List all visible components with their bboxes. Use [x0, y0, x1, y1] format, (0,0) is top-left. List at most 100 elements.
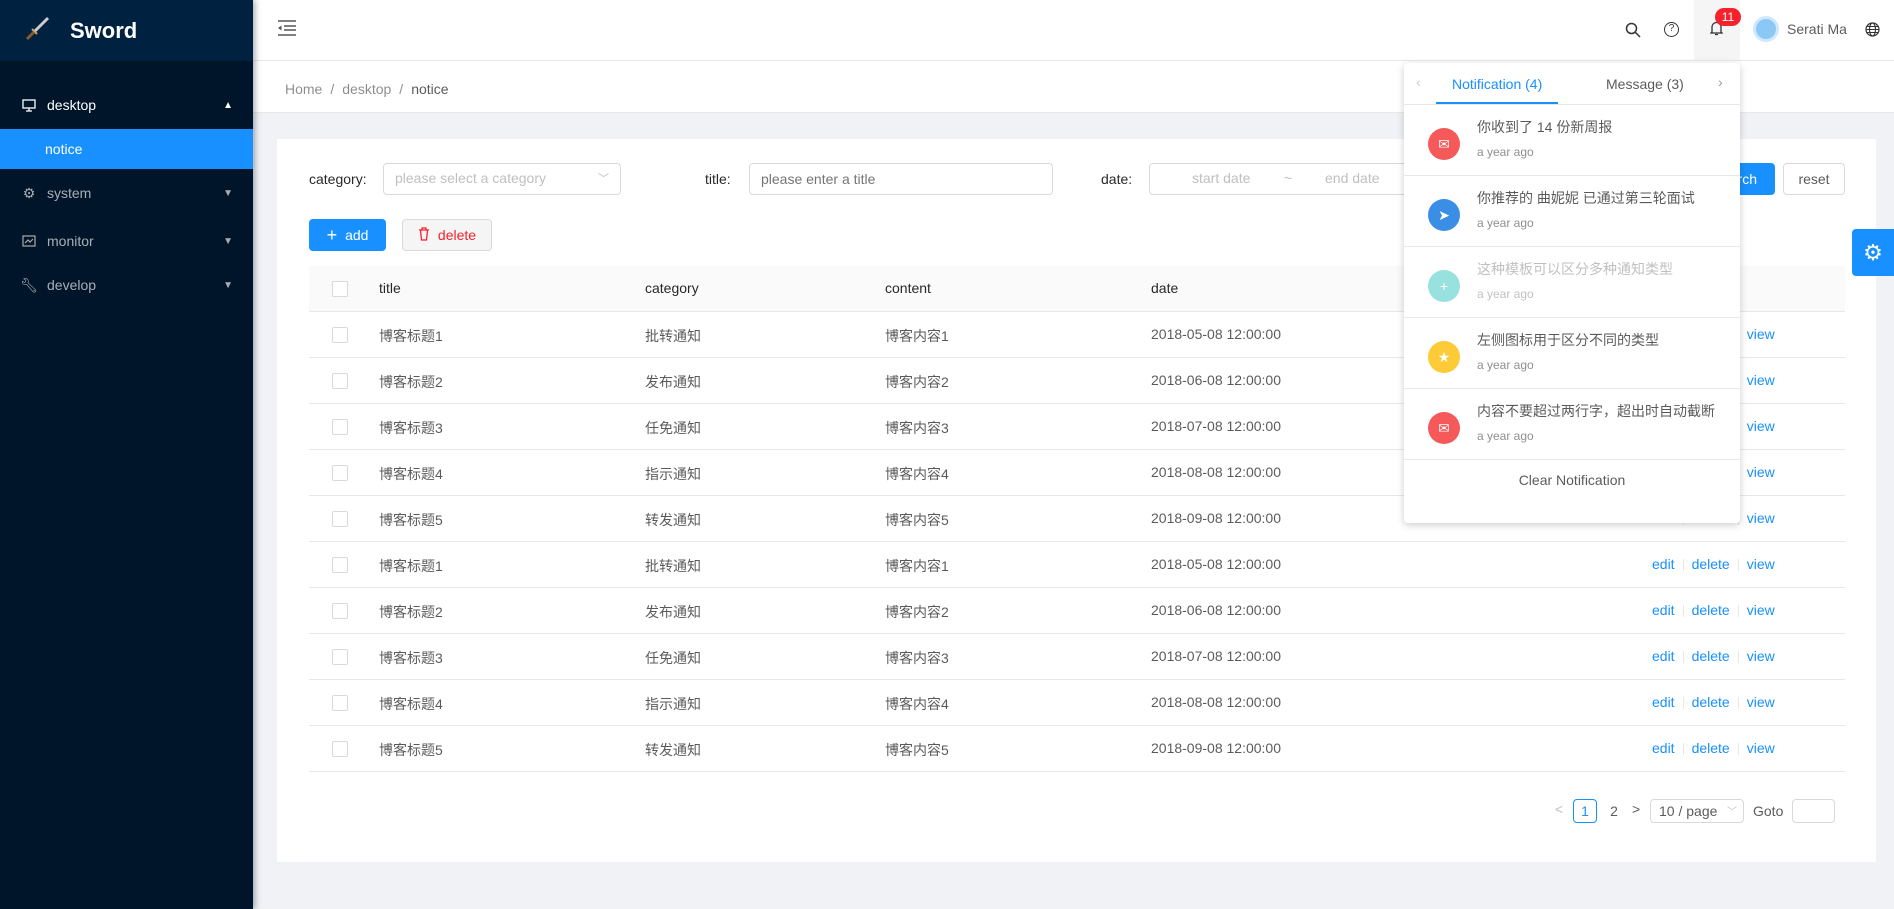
view-link[interactable]: view — [1746, 510, 1775, 526]
notification-count-badge: 11 — [1715, 8, 1741, 26]
settings-drawer-button[interactable]: ⚙ — [1852, 229, 1894, 276]
tab-message[interactable]: Message (3) — [1606, 76, 1684, 92]
breadcrumb-desktop[interactable]: desktop — [342, 81, 392, 97]
row-checkbox[interactable] — [332, 603, 348, 619]
start-date[interactable]: start date — [1192, 170, 1251, 186]
view-link[interactable]: view — [1746, 372, 1775, 388]
notification-item[interactable]: ★ 左侧图标用于区分不同的类型 a year ago — [1404, 318, 1740, 389]
page-1[interactable]: 1 — [1573, 799, 1597, 823]
edit-link[interactable]: edit — [1652, 602, 1675, 618]
row-checkbox[interactable] — [332, 741, 348, 757]
row-checkbox[interactable] — [332, 557, 348, 573]
view-link[interactable]: view — [1746, 648, 1775, 664]
delete-link[interactable]: delete — [1691, 694, 1730, 710]
prev-page-icon[interactable]: < — [1555, 801, 1564, 817]
page-2[interactable]: 2 — [1610, 803, 1618, 819]
next-page-icon[interactable]: > — [1632, 801, 1641, 817]
logo[interactable]: Sword — [0, 0, 253, 61]
cell-category: 指示通知 — [645, 696, 701, 712]
cell-category: 发布通知 — [645, 604, 701, 620]
view-link[interactable]: view — [1746, 602, 1775, 618]
row-checkbox[interactable] — [332, 511, 348, 527]
menu-fold-icon[interactable] — [278, 20, 296, 39]
column-header-category[interactable]: category — [645, 280, 699, 296]
sidebar-item-desktop[interactable]: desktop ▲ — [0, 85, 253, 125]
cell-title: 博客标题4 — [379, 466, 443, 482]
sidebar-item-system[interactable]: ⚙ system ▼ — [0, 173, 253, 213]
delete-link[interactable]: delete — [1691, 556, 1730, 572]
cell-category: 批转通知 — [645, 328, 701, 344]
category-select[interactable]: please select a category ﹀ — [383, 163, 621, 195]
chevron-up-icon: ▲ — [223, 99, 233, 111]
clear-notification-button[interactable]: Clear Notification — [1518, 472, 1626, 488]
breadcrumb-home[interactable]: Home — [285, 81, 323, 97]
help-icon[interactable]: ? — [1664, 22, 1679, 37]
column-header-title[interactable]: title — [379, 280, 401, 296]
notification-item[interactable]: ✉ 内容不要超过两行字，超出时自动截断 a year ago — [1404, 389, 1740, 460]
delete-button[interactable]: delete — [402, 219, 492, 251]
notification-item[interactable]: ✉ 你收到了 14 份新周报 a year ago — [1404, 105, 1740, 176]
sidebar-item-monitor[interactable]: monitor ▼ — [0, 221, 253, 261]
view-link[interactable]: view — [1746, 464, 1775, 480]
tab-notification[interactable]: Notification (4) — [1452, 76, 1543, 92]
reset-button[interactable]: reset — [1783, 163, 1845, 195]
column-header-date[interactable]: date — [1151, 280, 1179, 296]
page-size-value: 10 / page — [1659, 803, 1718, 819]
line-chart-icon — [21, 235, 37, 247]
globe-icon[interactable] — [1865, 22, 1880, 40]
delete-link[interactable]: delete — [1691, 740, 1730, 756]
breadcrumb-separator: / — [399, 81, 404, 97]
notification-title: 这种模板可以区分多种通知类型 — [1477, 261, 1673, 277]
avatar[interactable] — [1753, 16, 1779, 42]
edit-link[interactable]: edit — [1652, 648, 1675, 664]
row-checkbox[interactable] — [332, 327, 348, 343]
end-date[interactable]: end date — [1325, 170, 1380, 186]
plus-icon: + — [1428, 270, 1460, 302]
title-input[interactable] — [749, 163, 1053, 195]
delete-link[interactable]: delete — [1691, 602, 1730, 618]
edit-link[interactable]: edit — [1652, 694, 1675, 710]
view-link[interactable]: view — [1746, 556, 1775, 572]
sidebar-item-notice[interactable]: notice — [0, 129, 253, 169]
delete-link[interactable]: delete — [1691, 648, 1730, 664]
cell-title: 博客标题3 — [379, 420, 443, 436]
tab-prev-icon[interactable]: ‹ — [1416, 74, 1421, 90]
edit-link[interactable]: edit — [1652, 740, 1675, 756]
divider — [1737, 605, 1739, 618]
notification-item[interactable]: ➤ 你推荐的 曲妮妮 已通过第三轮面试 a year ago — [1404, 176, 1740, 247]
column-header-content[interactable]: content — [885, 280, 931, 296]
goto-input[interactable] — [1792, 799, 1835, 823]
chevron-down-icon: ▼ — [223, 187, 233, 199]
star-icon: ★ — [1428, 341, 1460, 373]
row-checkbox[interactable] — [332, 649, 348, 665]
view-link[interactable]: view — [1746, 740, 1775, 756]
view-link[interactable]: view — [1746, 694, 1775, 710]
desktop-icon — [21, 98, 37, 112]
row-checkbox[interactable] — [332, 373, 348, 389]
notification-bell-button[interactable]: 11 — [1694, 0, 1741, 60]
sidebar-item-develop[interactable]: 🔧︎ develop ▼ — [0, 265, 253, 305]
send-icon: ➤ — [1428, 199, 1460, 231]
select-all-checkbox[interactable] — [332, 281, 348, 297]
row-checkbox[interactable] — [332, 695, 348, 711]
view-link[interactable]: view — [1746, 418, 1775, 434]
user-name[interactable]: Serati Ma — [1787, 21, 1847, 37]
view-link[interactable]: view — [1746, 326, 1775, 342]
edit-link[interactable]: edit — [1652, 556, 1675, 572]
search-icon[interactable] — [1625, 22, 1641, 41]
cell-category: 发布通知 — [645, 374, 701, 390]
notification-time: a year ago — [1477, 145, 1534, 159]
cell-category: 批转通知 — [645, 558, 701, 574]
cell-title: 博客标题1 — [379, 328, 443, 344]
add-button[interactable]: + add — [309, 219, 386, 251]
row-checkbox[interactable] — [332, 419, 348, 435]
divider — [1737, 651, 1739, 664]
cell-date: 2018-08-08 12:00:00 — [1151, 464, 1281, 480]
notification-item[interactable]: + 这种模板可以区分多种通知类型 a year ago — [1404, 247, 1740, 318]
page-size-select[interactable]: 10 / page ﹀ — [1650, 799, 1744, 823]
row-checkbox[interactable] — [332, 465, 348, 481]
tab-next-icon[interactable]: › — [1718, 74, 1723, 90]
cell-title: 博客标题2 — [379, 604, 443, 620]
cell-date: 2018-06-08 12:00:00 — [1151, 602, 1281, 618]
